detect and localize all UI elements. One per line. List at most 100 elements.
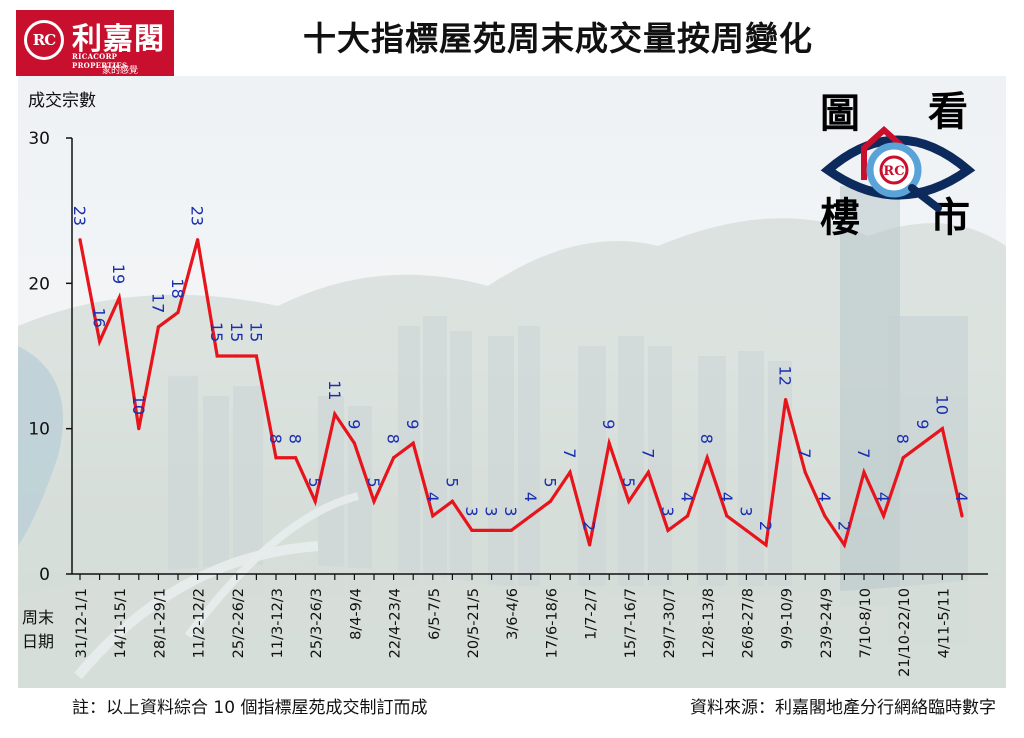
data-label: 5 [305,477,324,487]
eye-magnifier-icon: RC [820,125,976,212]
badge-mark: RC [883,164,904,179]
data-point [274,456,278,460]
data-label: 18 [168,278,187,298]
data-point [862,470,866,474]
data-point [333,412,337,416]
data-point [588,543,592,547]
x-tick-label: 28/1-29/1 [152,588,168,658]
data-point [176,310,180,314]
data-point [137,427,141,431]
data-point [411,441,415,445]
data-point [98,339,102,344]
data-label: 12 [776,366,795,386]
data-label: 4 [815,492,834,502]
data-label: 4 [678,492,697,502]
x-tick-label: 20/5-21/5 [466,588,482,658]
data-label: 4 [423,492,442,502]
data-label: 11 [325,380,344,400]
logo-tagline: 家的感覺 [102,66,139,76]
ricacorp-logo: RC 利嘉閣 RICACORP PROPERTIES 家的感覺 [16,10,174,76]
x-tick-label: 7/10-8/10 [858,588,874,658]
x-tick-label: 31/12-1/1 [74,588,90,658]
logo-mark: RC [24,20,64,60]
x-tick-label: 1/7-2/7 [584,588,600,640]
data-label: 8 [384,434,403,444]
data-point [627,499,631,503]
x-tick-label: 11/3-12/3 [270,588,286,658]
data-label: 4 [952,492,971,502]
data-point [803,470,807,474]
data-label: 5 [364,477,383,487]
x-tick-label: 29/7-30/7 [662,588,678,658]
data-point [705,456,709,460]
data-point [156,325,160,329]
data-point [784,398,788,402]
data-point [568,470,572,474]
data-point [686,514,690,518]
footer-note: 註：以上資料綜合 10 個指標屋苑成交制訂而成 [72,698,428,718]
data-point [431,514,435,518]
data-label: 3 [462,506,481,516]
x-tick-label: 8/4-9/4 [348,588,364,640]
data-label: 15 [207,322,226,342]
logo-english-name: RICACORP PROPERTIES [72,52,128,70]
data-point [744,528,749,533]
x-tick-label: 21/10-22/10 [897,588,913,677]
data-point [725,514,729,518]
data-label: 3 [736,506,755,516]
data-point [666,528,670,533]
y-axis-label: 成交宗數 [28,91,96,111]
data-label: 10 [129,395,148,415]
x-tick-label: 17/6-18/6 [544,588,560,658]
x-tick-label: 25/2-26/2 [231,588,247,658]
data-label: 3 [658,506,677,516]
data-label: 23 [188,206,207,226]
data-point [764,543,768,547]
x-tick-label: 23/9-24/9 [819,588,835,658]
data-point [940,427,945,431]
data-label: 4 [717,492,736,502]
data-point [215,354,219,358]
logo-name: 利嘉閣 [72,22,165,57]
data-point [882,514,886,518]
data-label: 5 [442,477,461,487]
data-label: 15 [227,322,246,342]
x-tick-label: 3/6-4/6 [505,588,521,640]
data-label: 8 [893,434,912,444]
x-tick-label: 9/9-10/9 [780,588,796,649]
y-tick-label: 30 [28,129,50,149]
data-point [392,456,396,460]
data-label: 2 [580,521,599,531]
data-label: 7 [560,448,579,458]
data-point [921,441,925,445]
data-label: 5 [619,477,638,487]
data-label: 2 [756,521,775,531]
x-tick-label: 15/7-16/7 [623,588,639,658]
data-point [646,470,651,474]
x-tick-label: 12/8-13/8 [701,588,717,658]
data-point [78,238,82,242]
data-point [470,528,474,533]
data-point [490,528,494,533]
y-tick-label: 10 [28,420,50,440]
data-point [529,514,533,518]
data-label: 19 [109,264,128,284]
data-point [352,441,356,445]
data-label: 23 [70,206,89,226]
x-tick-label: 11/2-12/2 [192,588,208,658]
data-point [960,514,964,518]
data-label: 8 [697,434,716,444]
data-point [607,441,611,445]
data-label: 8 [266,434,285,444]
data-point [548,499,553,503]
data-point [372,499,376,503]
x-tick-label: 26/8-27/8 [740,588,756,658]
data-label: 3 [482,506,501,516]
y-tick-label: 20 [28,274,50,294]
x-tick-label: 4/11-5/11 [936,588,952,658]
x-header-line2: 日期 [22,632,55,651]
series-line [78,239,964,549]
data-label: 9 [403,419,422,429]
